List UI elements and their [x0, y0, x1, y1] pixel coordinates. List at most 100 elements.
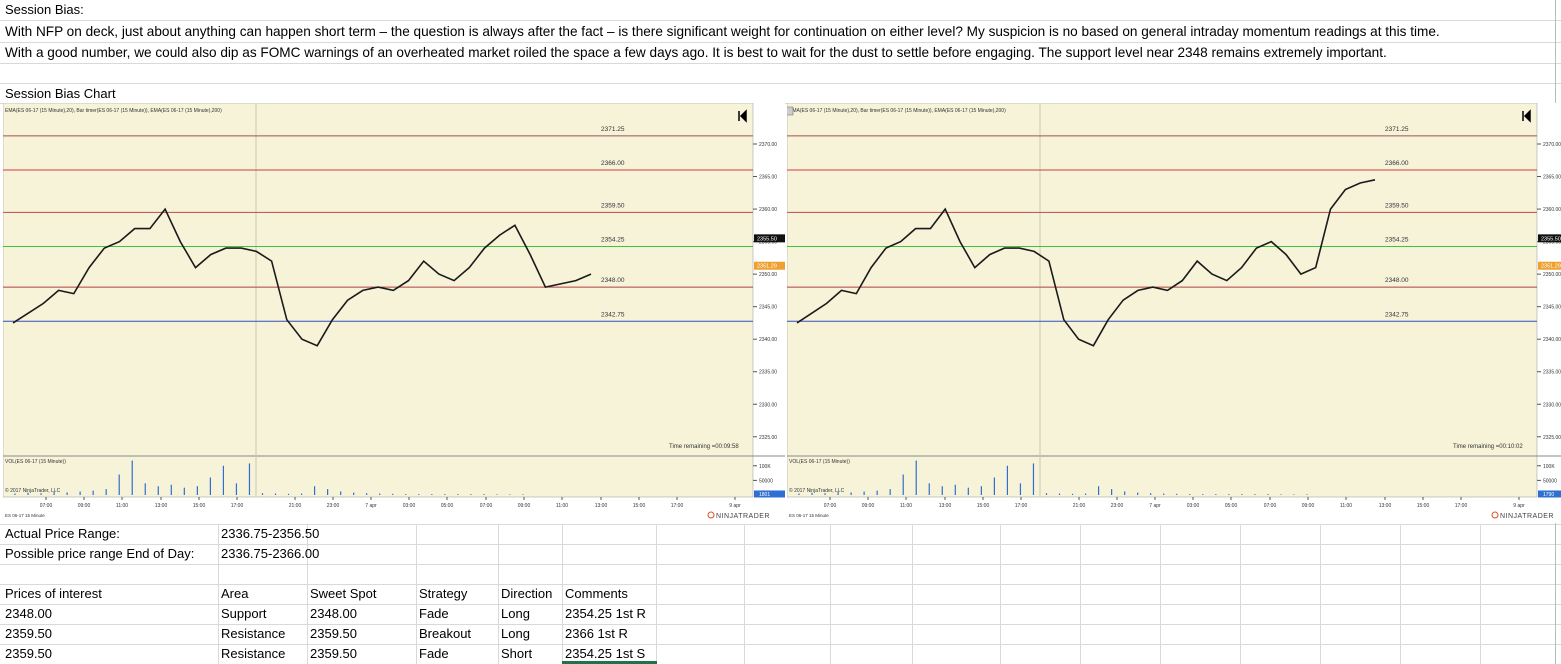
x-tick-label: 13:00: [1379, 503, 1392, 509]
volume-bar: [850, 492, 852, 495]
volume-bar: [300, 493, 303, 495]
x-tick-label: 03:00: [1187, 503, 1200, 509]
volume-bar: [313, 486, 316, 495]
cell: Fade: [419, 646, 449, 661]
volume-marker: [1538, 490, 1561, 498]
col-line: [416, 524, 417, 664]
col-line: [744, 524, 745, 664]
volume-bar: [157, 486, 159, 495]
cell: Prices of interest: [5, 586, 102, 601]
level-label: 2371.25: [601, 126, 625, 133]
cell: Support: [221, 606, 267, 621]
x-tick-label: 09:00: [78, 503, 91, 509]
col-line: [656, 524, 657, 664]
y-tick-label: 2325.00: [1543, 435, 1561, 441]
volume-bar: [379, 493, 381, 495]
col-line: [1240, 524, 1241, 664]
volume-bar: [209, 477, 211, 495]
row-line: [0, 524, 1561, 525]
row-line: [0, 544, 1561, 545]
time-remaining: Time remaining =00:10:02: [1453, 444, 1523, 450]
x-tick-label: 11:00: [116, 503, 128, 509]
col-line: [830, 524, 831, 664]
y-tick-label: 2335.00: [759, 370, 777, 376]
volume-label: VOL(ES 06-17 (15 Minute)): [5, 459, 66, 465]
volume-bar: [1293, 494, 1295, 495]
cell: 2359.50: [310, 646, 357, 661]
volume-bar: [798, 493, 800, 495]
x-tick-label: 15:00: [1417, 503, 1430, 509]
volume-bar: [941, 486, 943, 495]
col-line: [1400, 524, 1401, 664]
volume-bar: [980, 486, 982, 495]
y-tick-label: 2330.00: [759, 402, 777, 408]
row-line: [0, 20, 1561, 21]
volume-bar: [1137, 492, 1139, 495]
volume-bar: [928, 483, 930, 495]
x-tick-label: 21:00: [1073, 503, 1086, 509]
price-marker-label: 2351.29: [1541, 264, 1561, 270]
volume-marker: [754, 490, 785, 498]
cell: 2359.50: [5, 646, 52, 661]
volume-bar: [1202, 494, 1204, 495]
volume-bar: [470, 494, 472, 495]
x-tick-label: 13:00: [155, 503, 168, 509]
volume-bar: [170, 484, 172, 495]
cell: 2348.00: [310, 606, 357, 621]
volume-bar: [915, 460, 917, 495]
col-line: [562, 524, 563, 664]
volume-bar: [824, 493, 826, 495]
x-tick-label: 9 apr: [729, 503, 741, 509]
volume-bar: [92, 490, 94, 495]
col-line: [498, 524, 499, 664]
y-tick-label: 2330.00: [1543, 402, 1561, 408]
volume-bar: [889, 489, 891, 495]
volume-bar: [53, 492, 55, 495]
volume-bar: [183, 487, 185, 495]
volume-bar: [457, 494, 459, 495]
chart: EMA(ES 06-17 (15 Minute),20), Bar timer(…: [3, 103, 785, 523]
y-tick-label: 2325.00: [759, 435, 777, 441]
volume-bar: [876, 490, 878, 495]
level-label: 2342.75: [1385, 311, 1409, 318]
x-tick-label: 11:00: [1340, 503, 1352, 509]
volume-bar: [418, 494, 420, 495]
x-tick-label: 9 apr: [1513, 503, 1525, 509]
col-line: [1480, 524, 1481, 664]
volume-bar: [1111, 489, 1113, 495]
x-tick-label: 05:00: [1225, 503, 1238, 509]
col-line: [307, 524, 308, 664]
level-label: 2348.00: [1385, 277, 1409, 284]
y-tick-label: 100K: [759, 464, 771, 470]
price-marker: [754, 234, 785, 243]
volume-bar: [40, 493, 42, 495]
volume-bar: [1006, 465, 1009, 495]
x-tick-label: 09:00: [518, 503, 531, 509]
x-tick-label: 23:00: [327, 503, 340, 509]
volume-bar: [366, 493, 368, 495]
row-line: [0, 63, 1561, 64]
y-tick-label: 2360.00: [759, 207, 777, 213]
volume-bar: [27, 492, 29, 495]
row-line: [0, 83, 1561, 84]
cell: Fade: [419, 606, 449, 621]
volume-bar: [1267, 494, 1269, 495]
row-line: [0, 584, 1561, 585]
volume-bar: [118, 474, 120, 495]
row-line: [0, 604, 1561, 605]
volume-bar: [967, 487, 969, 495]
volume-bar: [1228, 494, 1230, 495]
cell: Resistance: [221, 626, 286, 641]
indicator-label: EMA(ES 06-17 (15 Minute),20), Bar timer(…: [789, 108, 1006, 114]
volume-bar: [902, 474, 904, 495]
col-line: [1320, 524, 1321, 664]
level-label: 2359.50: [1385, 202, 1409, 209]
cell: 2354.25 1st S: [565, 646, 646, 661]
level-label: 2366.00: [1385, 160, 1409, 167]
volume-bar: [1071, 493, 1074, 495]
col-line: [1160, 524, 1161, 664]
volume-bar: [79, 491, 81, 495]
cell: Actual Price Range:: [5, 526, 120, 541]
y-tick-label: 2365.00: [759, 175, 777, 181]
